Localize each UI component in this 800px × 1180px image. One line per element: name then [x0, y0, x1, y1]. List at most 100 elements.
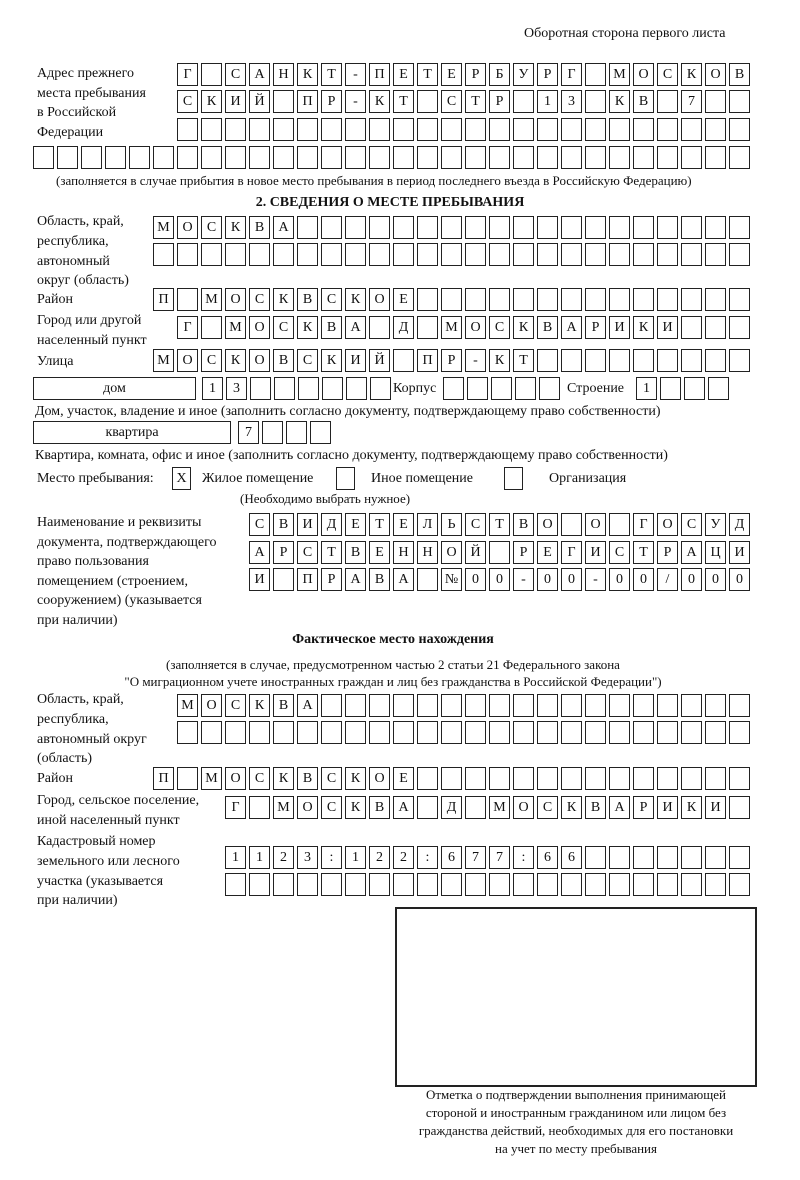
char-cell[interactable] — [609, 288, 630, 311]
char-cell[interactable] — [561, 243, 582, 266]
char-cell[interactable]: / — [657, 568, 678, 591]
char-cell[interactable]: О — [177, 216, 198, 239]
char-cell[interactable] — [561, 288, 582, 311]
char-cell[interactable]: Д — [729, 513, 750, 536]
char-cell[interactable] — [609, 873, 630, 896]
char-cell[interactable] — [657, 846, 678, 869]
char-cell[interactable] — [681, 721, 702, 744]
char-cell[interactable] — [249, 118, 270, 141]
char-cell[interactable]: О — [177, 349, 198, 372]
char-cell[interactable]: М — [153, 216, 174, 239]
char-cell[interactable]: О — [249, 349, 270, 372]
char-cell[interactable]: В — [729, 63, 750, 86]
char-cell[interactable] — [225, 118, 246, 141]
char-cell[interactable]: О — [369, 767, 390, 790]
char-cell[interactable]: А — [393, 796, 414, 819]
char-cell[interactable] — [537, 694, 558, 717]
char-cell[interactable] — [393, 721, 414, 744]
char-cell[interactable]: Б — [489, 63, 510, 86]
char-cell[interactable] — [417, 118, 438, 141]
char-cell[interactable] — [609, 216, 630, 239]
char-cell[interactable] — [201, 316, 222, 339]
char-cell[interactable] — [585, 767, 606, 790]
char-cell[interactable]: В — [297, 767, 318, 790]
char-cell[interactable]: А — [273, 216, 294, 239]
char-cell[interactable] — [585, 694, 606, 717]
char-cell[interactable] — [345, 146, 366, 169]
char-cell[interactable]: Е — [393, 767, 414, 790]
char-cell[interactable]: А — [609, 796, 630, 819]
char-cell[interactable]: 1 — [636, 377, 657, 400]
char-cell[interactable] — [537, 118, 558, 141]
char-cell[interactable]: П — [417, 349, 438, 372]
char-cell[interactable] — [705, 118, 726, 141]
char-cell[interactable] — [609, 146, 630, 169]
char-cell[interactable]: 0 — [537, 568, 558, 591]
char-cell[interactable]: А — [561, 316, 582, 339]
char-cell[interactable] — [633, 694, 654, 717]
char-cell[interactable] — [561, 873, 582, 896]
char-cell[interactable] — [729, 216, 750, 239]
char-cell[interactable]: В — [345, 541, 366, 564]
char-cell[interactable] — [417, 146, 438, 169]
char-cell[interactable] — [537, 243, 558, 266]
char-cell[interactable] — [153, 146, 174, 169]
char-cell[interactable]: О — [633, 63, 654, 86]
char-cell[interactable]: К — [249, 694, 270, 717]
char-cell[interactable] — [657, 767, 678, 790]
char-cell[interactable]: В — [513, 513, 534, 536]
char-cell[interactable]: 1 — [202, 377, 223, 400]
char-cell[interactable]: Р — [537, 63, 558, 86]
char-cell[interactable]: С — [297, 541, 318, 564]
char-cell[interactable] — [705, 243, 726, 266]
char-cell[interactable] — [705, 721, 726, 744]
char-cell[interactable]: 0 — [489, 568, 510, 591]
char-cell[interactable]: Т — [513, 349, 534, 372]
char-cell[interactable]: С — [297, 349, 318, 372]
char-cell[interactable] — [369, 216, 390, 239]
char-cell[interactable]: № — [441, 568, 462, 591]
char-cell[interactable] — [633, 146, 654, 169]
char-cell[interactable] — [561, 767, 582, 790]
char-cell[interactable] — [585, 90, 606, 113]
char-cell[interactable] — [585, 216, 606, 239]
char-cell[interactable]: К — [633, 316, 654, 339]
char-cell[interactable] — [465, 796, 486, 819]
char-cell[interactable] — [273, 721, 294, 744]
char-cell[interactable]: О — [249, 316, 270, 339]
char-cell[interactable]: О — [465, 316, 486, 339]
char-cell[interactable] — [417, 796, 438, 819]
char-cell[interactable] — [177, 767, 198, 790]
char-cell[interactable] — [249, 243, 270, 266]
char-cell[interactable] — [561, 118, 582, 141]
char-cell[interactable] — [345, 243, 366, 266]
char-cell[interactable] — [537, 767, 558, 790]
char-cell[interactable]: Н — [273, 63, 294, 86]
korpus-row[interactable] — [443, 377, 563, 400]
char-cell[interactable] — [465, 767, 486, 790]
char-cell[interactable] — [297, 721, 318, 744]
char-cell[interactable] — [513, 216, 534, 239]
char-cell[interactable]: Г — [633, 513, 654, 536]
char-cell[interactable]: Е — [369, 541, 390, 564]
char-cell[interactable] — [249, 721, 270, 744]
char-cell[interactable]: О — [225, 767, 246, 790]
char-cell[interactable]: М — [177, 694, 198, 717]
char-cell[interactable] — [681, 146, 702, 169]
char-cell[interactable]: К — [321, 349, 342, 372]
char-cell[interactable] — [537, 146, 558, 169]
char-cell[interactable] — [681, 243, 702, 266]
char-cell[interactable] — [657, 721, 678, 744]
char-cell[interactable]: М — [225, 316, 246, 339]
char-cell[interactable]: О — [225, 288, 246, 311]
char-cell[interactable]: И — [297, 513, 318, 536]
char-cell[interactable] — [513, 694, 534, 717]
char-cell[interactable]: А — [345, 568, 366, 591]
char-cell[interactable]: : — [321, 846, 342, 869]
char-cell[interactable]: Р — [585, 316, 606, 339]
char-cell[interactable]: 3 — [226, 377, 247, 400]
char-cell[interactable] — [273, 568, 294, 591]
char-cell[interactable]: С — [225, 694, 246, 717]
char-cell[interactable] — [417, 216, 438, 239]
char-cell[interactable]: 2 — [393, 846, 414, 869]
